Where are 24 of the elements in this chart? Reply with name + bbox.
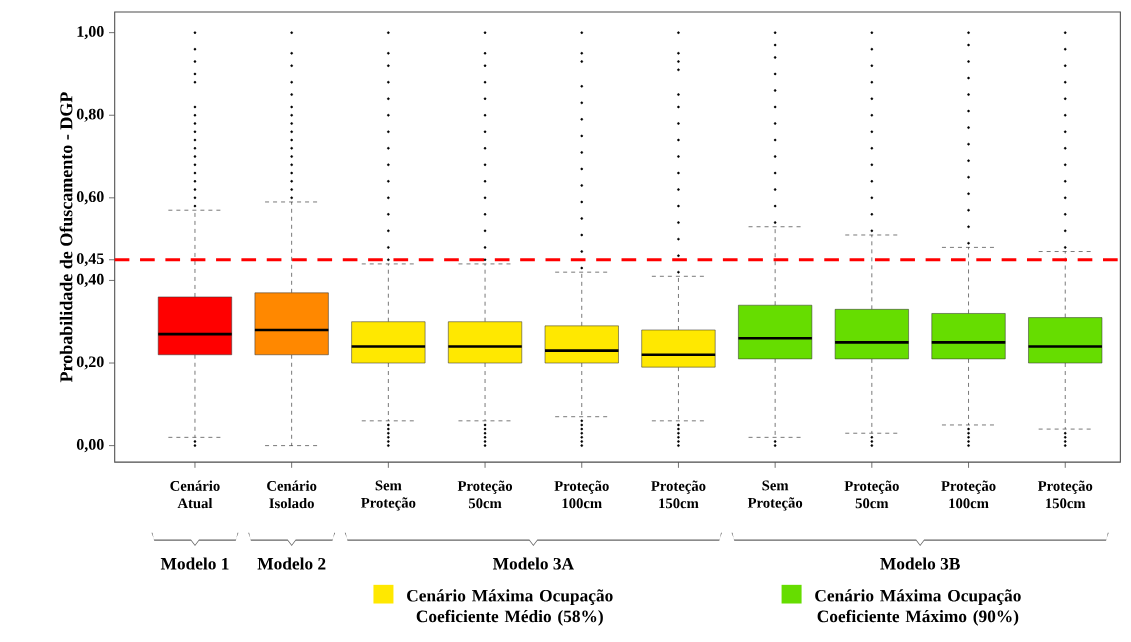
y-tick-label: 0,20 — [76, 356, 104, 370]
y-tick-label: 0,60 — [76, 191, 104, 205]
x-tick-label: Proteção 150cm — [651, 480, 706, 509]
x-tick-label: Sem Proteção — [747, 480, 803, 511]
x-tick-label: Proteção 150cm — [1037, 480, 1093, 509]
x-tick-label: Proteção 50cm — [844, 480, 899, 509]
y-tick-label: 1,00 — [77, 25, 104, 40]
x-tick-label: Sem Proteção — [361, 480, 416, 511]
x-tick-label: Cenário Atual — [170, 480, 220, 509]
y-tick-label: 0,45 — [76, 253, 104, 267]
text: Modelo 3A — [492, 557, 574, 570]
y-tick-label: 0,40 — [76, 273, 104, 287]
text: Modelo 2 — [257, 557, 326, 570]
text: Modelo 1 — [160, 557, 229, 570]
x-tick-label: Proteção 50cm — [457, 480, 513, 509]
y-tick-label: 0,00 — [76, 438, 104, 453]
legend-label: Cenário Máxima Ocupação Coeficiente Médio (58%) — [407, 589, 613, 626]
x-tick-label: Proteção 100cm — [941, 480, 996, 509]
x-tick-label: Proteção 100cm — [554, 480, 609, 509]
text: Modelo 3B — [880, 557, 960, 570]
y-axis-title: Probabilidade de Ofuscamento - DGP — [59, 92, 73, 383]
legend-label: Cenário Máxima Ocupação Coeficiente Máximo (90%) — [815, 589, 1021, 626]
y-tick-label: 0,80 — [76, 108, 104, 122]
x-tick-label: Cenário Isolado — [267, 480, 317, 509]
